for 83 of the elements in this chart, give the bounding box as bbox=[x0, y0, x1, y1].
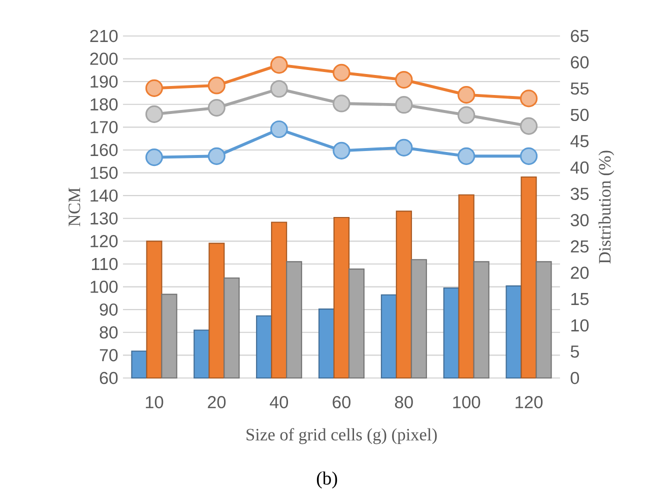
x-tick-label: 80 bbox=[395, 396, 413, 408]
y-tick-label: 160 bbox=[90, 144, 118, 156]
y-tick-label: 110 bbox=[92, 258, 118, 270]
bar bbox=[520, 176, 537, 379]
bar bbox=[410, 259, 427, 379]
y-tick-label: 130 bbox=[90, 212, 118, 225]
x-tick-label: 100 bbox=[453, 396, 480, 408]
point bbox=[395, 70, 413, 89]
point bbox=[395, 138, 413, 157]
y2-tick-label: 40 bbox=[570, 161, 589, 174]
x-tick-label: 40 bbox=[270, 396, 288, 408]
y2-tick-label: 60 bbox=[570, 56, 589, 68]
y-tick-label: 170 bbox=[90, 121, 118, 134]
x-axis-title: Size of grid cells (g) (pixel) bbox=[246, 428, 437, 444]
y2-tick-label: 35 bbox=[570, 188, 589, 200]
bar bbox=[348, 268, 365, 379]
y2-tick-label: 45 bbox=[570, 135, 589, 148]
y-tick-label: 150 bbox=[90, 166, 118, 179]
y2-axis-title: Distribution (%) bbox=[598, 150, 614, 264]
y2-tick-label: 65 bbox=[570, 30, 589, 42]
y2-tick-label: 15 bbox=[571, 293, 589, 306]
bar bbox=[224, 277, 240, 379]
point bbox=[520, 117, 538, 135]
bar bbox=[536, 261, 552, 379]
bar bbox=[380, 294, 397, 379]
y-tick-label: 80 bbox=[100, 326, 118, 339]
bar bbox=[396, 210, 412, 379]
y2-tick-label: 10 bbox=[571, 319, 589, 332]
bar bbox=[458, 194, 474, 379]
point bbox=[520, 90, 538, 108]
point bbox=[458, 106, 476, 124]
bar bbox=[286, 261, 302, 379]
y-tick-label: 180 bbox=[90, 98, 118, 111]
point bbox=[332, 142, 350, 160]
y-tick-label: 190 bbox=[90, 75, 118, 88]
y-tick-label: 70 bbox=[100, 349, 118, 362]
y2-tick-label: 25 bbox=[570, 240, 589, 253]
point bbox=[145, 105, 164, 123]
point bbox=[520, 147, 538, 165]
point bbox=[270, 56, 288, 74]
point bbox=[270, 120, 288, 138]
bar bbox=[443, 287, 460, 379]
y-tick-label: 200 bbox=[90, 52, 118, 65]
text: (b) bbox=[316, 472, 338, 488]
y-tick-label: 100 bbox=[90, 280, 118, 293]
bar bbox=[256, 315, 272, 379]
y-axis-title: NCM bbox=[68, 188, 80, 226]
point bbox=[208, 99, 226, 117]
bar bbox=[506, 285, 522, 379]
point bbox=[145, 148, 164, 166]
y2-tick-label: 50 bbox=[570, 108, 589, 122]
point bbox=[270, 80, 288, 98]
point bbox=[208, 76, 226, 94]
bar bbox=[271, 222, 288, 379]
point bbox=[208, 147, 226, 165]
point bbox=[145, 79, 164, 98]
y2-tick-label: 55 bbox=[570, 82, 589, 95]
y-tick-label: 140 bbox=[90, 189, 118, 202]
x-tick-label: 10 bbox=[146, 396, 164, 408]
y2-tick-label: 20 bbox=[570, 266, 589, 279]
point bbox=[332, 94, 350, 112]
bar bbox=[161, 294, 178, 379]
point bbox=[458, 86, 476, 104]
bar bbox=[194, 330, 210, 379]
y-tick-label: 60 bbox=[100, 372, 118, 384]
point bbox=[395, 96, 413, 114]
x-tick-label: 20 bbox=[208, 396, 226, 408]
bar bbox=[318, 308, 335, 379]
point bbox=[332, 64, 350, 82]
bar bbox=[208, 242, 225, 379]
point bbox=[458, 147, 476, 165]
x-tick-label: 60 bbox=[332, 396, 350, 408]
y-tick-label: 90 bbox=[100, 303, 118, 316]
y-tick-label: 120 bbox=[90, 235, 118, 248]
bar bbox=[333, 216, 350, 379]
bar bbox=[131, 350, 148, 379]
y2-tick-label: 30 bbox=[570, 214, 589, 226]
bar bbox=[473, 261, 490, 379]
y2-tick-label: 5 bbox=[570, 346, 579, 358]
y-tick-label: 210 bbox=[90, 30, 118, 42]
x-tick-label: 120 bbox=[516, 396, 543, 408]
bar bbox=[146, 240, 162, 379]
y2-tick-label: 0 bbox=[570, 372, 579, 384]
